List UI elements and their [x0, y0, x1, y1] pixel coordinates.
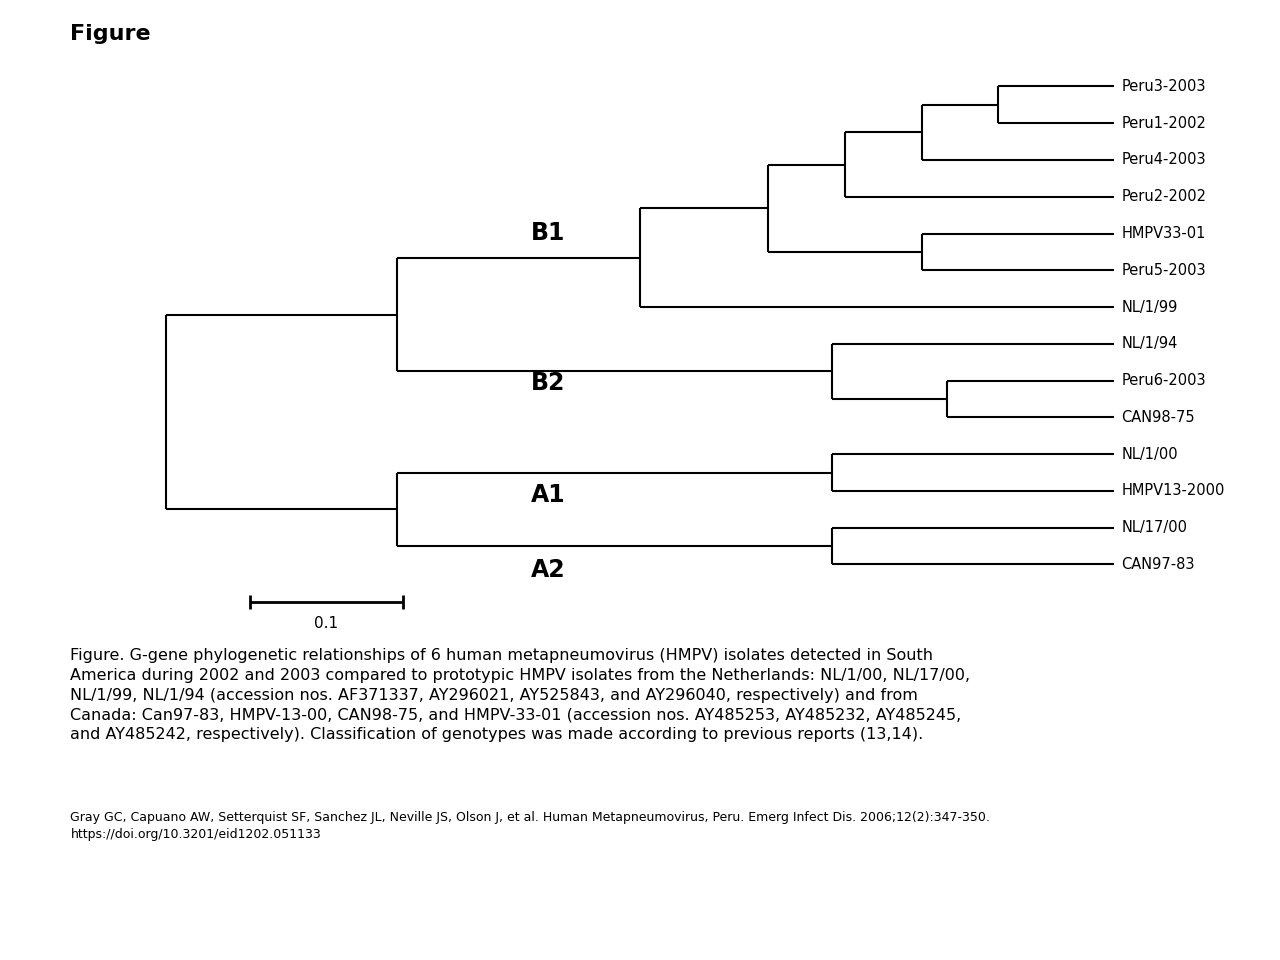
Text: CAN98-75: CAN98-75 — [1121, 410, 1196, 425]
Text: NL/17/00: NL/17/00 — [1121, 520, 1188, 536]
Text: 0.1: 0.1 — [315, 616, 338, 632]
Text: Figure: Figure — [70, 24, 151, 44]
Text: NL/1/94: NL/1/94 — [1121, 336, 1178, 351]
Text: HMPV33-01: HMPV33-01 — [1121, 226, 1206, 241]
Text: Figure. G-gene phylogenetic relationships of 6 human metapneumovirus (HMPV) isol: Figure. G-gene phylogenetic relationship… — [70, 648, 970, 742]
Text: A2: A2 — [531, 558, 566, 582]
Text: Peru1-2002: Peru1-2002 — [1121, 115, 1206, 131]
Text: B1: B1 — [531, 221, 566, 245]
Text: Peru3-2003: Peru3-2003 — [1121, 79, 1206, 94]
Text: Peru4-2003: Peru4-2003 — [1121, 153, 1206, 167]
Text: Gray GC, Capuano AW, Setterquist SF, Sanchez JL, Neville JS, Olson J, et al. Hum: Gray GC, Capuano AW, Setterquist SF, San… — [70, 811, 991, 841]
Text: CAN97-83: CAN97-83 — [1121, 557, 1194, 572]
Text: NL/1/00: NL/1/00 — [1121, 446, 1178, 462]
Text: B2: B2 — [531, 371, 566, 396]
Text: HMPV13-2000: HMPV13-2000 — [1121, 484, 1225, 498]
Text: Peru2-2002: Peru2-2002 — [1121, 189, 1206, 204]
Text: NL/1/99: NL/1/99 — [1121, 300, 1178, 315]
Text: A1: A1 — [531, 483, 566, 507]
Text: Peru6-2003: Peru6-2003 — [1121, 373, 1206, 388]
Text: Peru5-2003: Peru5-2003 — [1121, 263, 1206, 277]
